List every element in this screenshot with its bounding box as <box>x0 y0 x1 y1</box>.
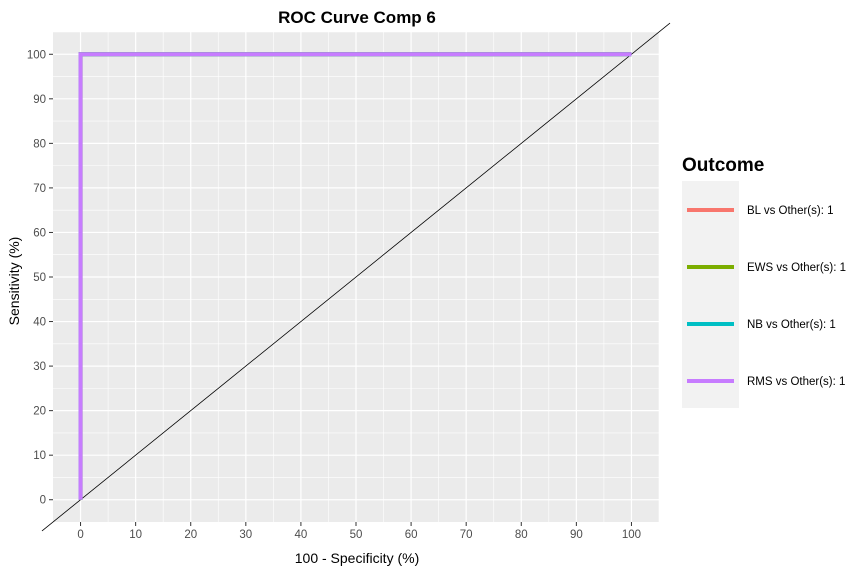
legend-title: Outcome <box>682 155 764 176</box>
x-tick-label: 0 <box>77 529 83 541</box>
x-tick-label: 80 <box>515 529 528 541</box>
x-tick-label: 70 <box>460 529 473 541</box>
x-tick-label: 20 <box>184 529 197 541</box>
legend-label-1: BL vs Other(s): 1 <box>747 205 834 217</box>
legend: Outcome BL vs Other(s): 1 EWS vs Other(s)… <box>682 155 846 408</box>
y-tick-label: 100 <box>27 49 46 61</box>
x-tick-label: 10 <box>129 529 142 541</box>
x-tick-label: 60 <box>405 529 418 541</box>
y-tick-label: 70 <box>33 183 46 195</box>
x-axis-title: 100 - Specificity (%) <box>295 550 419 566</box>
x-tick-label: 50 <box>350 529 363 541</box>
reference-diagonal <box>41 22 671 532</box>
y-tick-label: 40 <box>33 317 46 329</box>
diagonal-line <box>41 22 671 532</box>
series-lines <box>78 52 632 500</box>
x-tick-label: 40 <box>295 529 308 541</box>
y-tick-label: 20 <box>33 406 46 418</box>
y-tick-label: 30 <box>33 361 46 373</box>
y-axis-title: Sensitivity (%) <box>6 237 22 326</box>
x-tick-label: 90 <box>570 529 583 541</box>
legend-key-background <box>682 181 739 408</box>
legend-label-3: NB vs Other(s): 1 <box>747 319 836 331</box>
y-tick-label: 10 <box>33 450 46 462</box>
legend-label-4: RMS vs Other(s): 1 <box>747 376 845 388</box>
roc-line-4 <box>78 52 632 500</box>
y-tick-label: 60 <box>33 227 46 239</box>
x-tick-label: 100 <box>622 529 641 541</box>
y-tick-label: 80 <box>33 138 46 150</box>
x-axis-ticks: 0 10 20 30 40 50 60 70 80 90 100 <box>77 522 641 541</box>
chart-title: ROC Curve Comp 6 <box>278 8 436 27</box>
x-tick-label: 30 <box>239 529 252 541</box>
y-tick-label: 90 <box>33 94 46 106</box>
y-tick-label: 0 <box>40 495 46 507</box>
legend-label-2: EWS vs Other(s): 1 <box>747 262 846 274</box>
y-tick-label: 50 <box>33 272 46 284</box>
y-axis-ticks: 0 10 20 30 40 50 60 70 80 90 100 <box>27 49 53 507</box>
